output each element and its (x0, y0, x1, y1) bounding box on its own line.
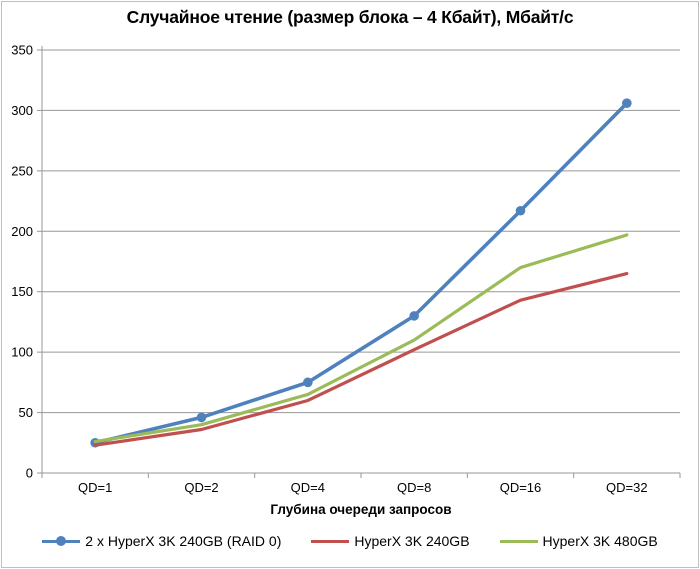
legend-line-swatch (42, 536, 81, 547)
x-axis-category-label: QD=1 (78, 480, 112, 495)
series-line-2 (93, 233, 629, 444)
series-marker (515, 205, 526, 216)
chart-title: Случайное чтение (размер блока – 4 Кбайт… (126, 7, 574, 27)
series-marker (303, 377, 313, 388)
series-line-0 (93, 101, 629, 445)
y-axis-tick-label: 50 (19, 405, 33, 420)
y-axis-tick-label: 300 (11, 103, 33, 118)
series-marker (622, 98, 632, 108)
legend-line (499, 539, 538, 543)
series-marker (196, 412, 207, 423)
x-axis-category-label: QD=16 (500, 480, 542, 495)
legend-line-swatch (311, 536, 350, 547)
legend-item: HyperX 3K 480GB (499, 533, 658, 549)
legend-item: 2 x HyperX 3K 240GB (RAID 0) (42, 533, 281, 549)
plot-area: 0 50 100 150 200 250 300 350 QD=1 QD=2 QD=4 QD=8 QD=… (11, 43, 681, 495)
series-marker (409, 311, 419, 321)
y-axis-tick-label: 0 (26, 466, 33, 481)
series-line-1 (93, 271, 629, 447)
legend-label: 2 x HyperX 3K 240GB (RAID 0) (85, 533, 282, 549)
x-axis-category-label: QD=4 (291, 480, 325, 495)
legend-label: HyperX 3K 240GB (354, 533, 470, 549)
y-axis-tick-label: 100 (11, 345, 33, 360)
y-axis-tick-label: 250 (11, 163, 33, 178)
x-axis-category-label: QD=32 (606, 480, 648, 495)
legend: 2 x HyperX 3K 240GB (RAID 0) HyperX 3K 24… (0, 533, 700, 549)
y-axis-tick-label: 350 (11, 43, 33, 58)
legend-marker-dot (56, 536, 67, 546)
y-axis-tick-label: 150 (11, 284, 33, 299)
legend-label: HyperX 3K 480GB (542, 533, 658, 549)
legend-item: HyperX 3K 240GB (311, 533, 470, 549)
legend-line (311, 539, 350, 543)
x-axis-category-label: QD=2 (184, 480, 218, 495)
x-axis-category-label: QD=8 (397, 480, 431, 495)
y-axis-tick-label: 200 (11, 224, 33, 239)
legend-line-swatch (499, 536, 538, 547)
x-axis-title: Глубина очереди запросов (270, 502, 452, 517)
